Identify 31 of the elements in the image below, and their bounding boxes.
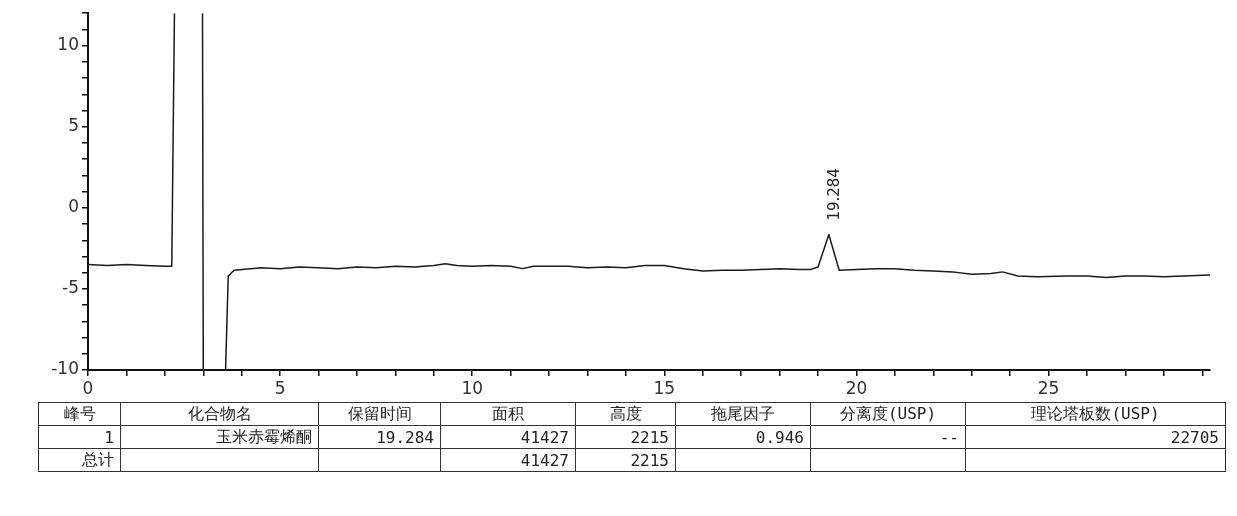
text: 玉米赤霉烯酮 (120, 425, 319, 449)
text: 2215 (575, 425, 676, 449)
annotation: 19.284 (824, 168, 843, 221)
text: 19.284 (318, 425, 441, 449)
text: 保留时间 (318, 402, 441, 426)
text: 化合物名 (120, 402, 319, 426)
text: 41427 (440, 448, 576, 472)
text: 峰号 (38, 402, 121, 426)
text: 22705 (965, 425, 1226, 449)
text: -- (810, 425, 966, 449)
x-tick-label: 15 (653, 377, 676, 398)
y-tick-label: 5 (68, 115, 79, 136)
x-tick-label: 0 (82, 377, 94, 398)
text: 2215 (575, 448, 676, 472)
y-tick-label: 10 (57, 34, 79, 55)
text: 41427 (440, 425, 576, 449)
x-tick-label: 20 (845, 377, 868, 398)
text: 总计 (38, 448, 121, 472)
text: 1 (38, 425, 121, 449)
text: 分离度(USP) (810, 402, 966, 426)
y-tick-label: 0 (68, 196, 79, 217)
y-tick-label: -5 (62, 277, 79, 298)
text: 理论塔板数(USP) (965, 402, 1226, 426)
x-tick-label: 25 (1037, 377, 1060, 398)
text: 拖尾因子 (675, 402, 811, 426)
text: 高度 (575, 402, 676, 426)
y-tick-label: -10 (51, 358, 79, 379)
text: 面积 (440, 402, 576, 426)
x-tick-label: 5 (274, 377, 286, 398)
text: 0.946 (675, 425, 811, 449)
x-tick-label: 10 (461, 377, 484, 398)
